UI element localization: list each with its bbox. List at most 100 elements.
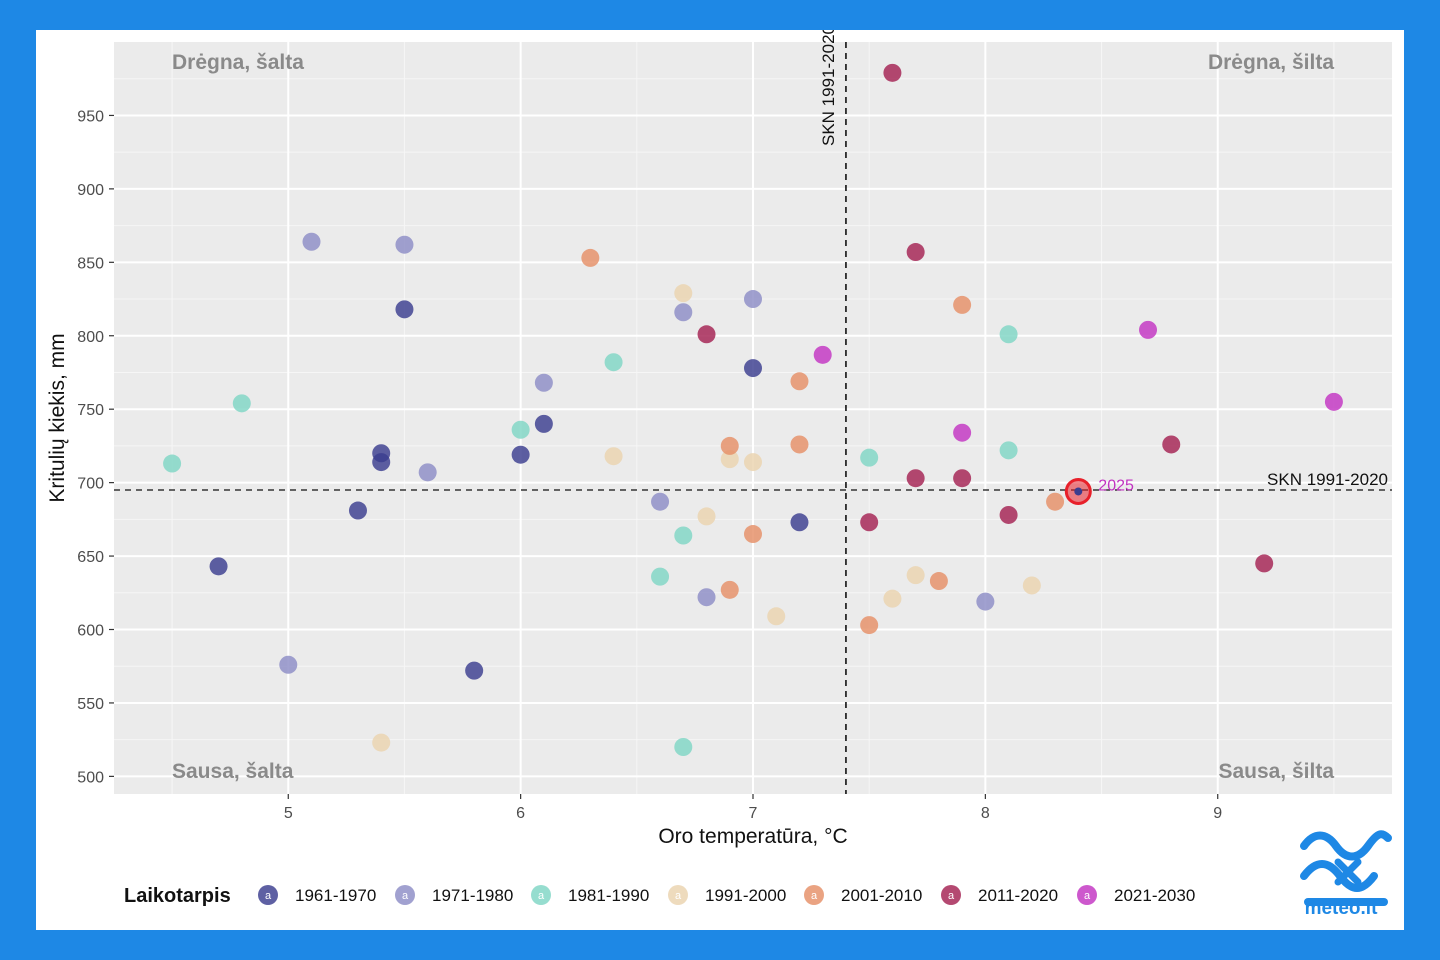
data-point [720, 436, 739, 455]
data-point [395, 300, 414, 319]
data-point [697, 325, 716, 344]
data-point [1139, 320, 1158, 339]
data-point [1162, 435, 1181, 454]
y-tick-label: 750 [77, 402, 104, 419]
legend-swatch [804, 885, 824, 905]
data-point [720, 580, 739, 599]
data-point [744, 359, 762, 378]
data-point [418, 463, 437, 482]
legend-swatch [941, 885, 961, 905]
data-point [209, 557, 228, 576]
x-tick-label: 7 [749, 805, 758, 822]
data-point [953, 469, 972, 488]
data-point [372, 453, 391, 472]
legend-glyph: a [265, 890, 272, 902]
y-axis-title: Kritulių kiekis, mm [46, 333, 69, 502]
data-point [348, 501, 367, 520]
data-point [651, 492, 670, 511]
legend-swatch [258, 885, 278, 905]
legend-glyph: a [675, 890, 682, 902]
data-point [744, 453, 762, 472]
quadrant-label-bottom-right: Sausa, šilta [1218, 760, 1334, 783]
data-point [604, 447, 623, 466]
legend-glyph: a [811, 890, 818, 902]
legend-label: 2011-2020 [978, 886, 1058, 905]
y-tick-label: 650 [77, 549, 104, 566]
data-point [720, 450, 739, 469]
data-point [953, 423, 972, 442]
y-tick-label: 800 [77, 329, 104, 346]
legend-label: 2001-2010 [841, 886, 922, 905]
x-tick-label: 8 [981, 805, 990, 822]
data-point [674, 738, 693, 756]
data-point [906, 469, 925, 488]
data-point [744, 290, 762, 309]
legend-label: 1971-1980 [432, 886, 513, 905]
data-point [906, 243, 925, 262]
data-point [465, 661, 484, 680]
data-point [674, 526, 693, 545]
legend-swatch [668, 885, 688, 905]
data-point [999, 505, 1018, 524]
legend-swatch [395, 885, 415, 905]
data-point [674, 303, 693, 322]
data-point [581, 248, 600, 267]
x-tick-label: 6 [516, 805, 525, 822]
legend-glyph: a [538, 890, 545, 902]
data-point [674, 284, 693, 303]
y-tick-label: 850 [77, 255, 104, 272]
logo-text: meteo.lt [1304, 898, 1378, 919]
data-point [860, 513, 879, 532]
data-points [163, 63, 1343, 756]
data-point [790, 435, 809, 454]
data-point [860, 616, 879, 635]
data-point [651, 567, 670, 586]
data-point [953, 295, 972, 314]
data-point [534, 373, 553, 392]
axis-ticks: 5 6 7 8 9 500 550 600 650 700 750 800 850 900 950 [77, 108, 1222, 822]
data-point [232, 394, 251, 413]
data-point [1022, 576, 1041, 595]
y-tick-label: 700 [77, 476, 104, 493]
data-point [697, 507, 716, 526]
y-tick-label: 600 [77, 623, 104, 640]
legend-label: 1961-1970 [295, 886, 376, 905]
data-point [790, 372, 809, 391]
legend: a 1961-1970 a 1971-1980 a 1981-1990 a 1991-2000… [258, 885, 1195, 905]
highlight-label: 2025 [1098, 477, 1134, 494]
data-point [883, 589, 902, 608]
y-tick-label: 900 [77, 182, 104, 199]
reference-line-horizontal-label: SKN 1991-2020 [1267, 470, 1388, 489]
chart-card: 5 6 7 8 9 500 550 600 650 700 750 800 850 900 950 Drėg… [36, 30, 1404, 930]
x-tick-label: 9 [1213, 805, 1222, 822]
data-point [697, 588, 716, 607]
quadrant-label-top-left: Drėgna, šalta [172, 51, 304, 74]
highlight-point-core [1074, 487, 1083, 496]
quadrant-label-bottom-left: Sausa, šalta [172, 760, 294, 783]
grid-major [114, 42, 1392, 794]
data-point [929, 572, 948, 591]
data-point [999, 325, 1018, 344]
data-point [1046, 492, 1065, 511]
data-point [1324, 392, 1343, 411]
data-point [999, 441, 1018, 460]
data-point [976, 592, 995, 611]
data-point [302, 232, 321, 251]
data-point [372, 733, 391, 752]
scatter-chart: 5 6 7 8 9 500 550 600 650 700 750 800 850 900 950 Drėg… [46, 30, 1392, 907]
legend-swatch [1077, 885, 1097, 905]
data-point [790, 513, 809, 532]
legend-glyph: a [948, 890, 955, 902]
legend-title: Laikotarpis [124, 885, 231, 907]
reference-line-vertical-label: SKN 1991-2020 [819, 30, 838, 146]
data-point [279, 655, 298, 674]
quadrant-label-top-right: Drėgna, šilta [1208, 51, 1334, 74]
legend-label: 2021-2030 [1114, 886, 1195, 905]
y-tick-label: 950 [77, 108, 104, 125]
legend-label: 1981-1990 [568, 886, 649, 905]
meteo-logo-icon [1300, 830, 1392, 906]
x-axis-title: Oro temperatūra, °C [658, 825, 847, 848]
legend-glyph: a [1084, 890, 1091, 902]
data-point [883, 63, 902, 82]
legend-swatch [531, 885, 551, 905]
